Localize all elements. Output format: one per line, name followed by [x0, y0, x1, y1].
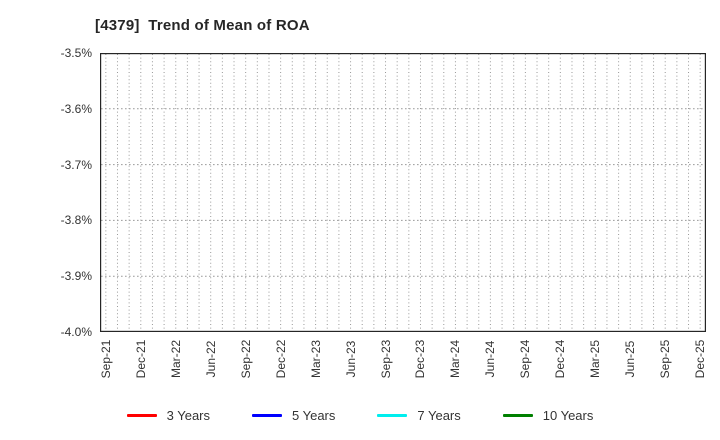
legend: 3 Years 5 Years 7 Years 10 Years [0, 403, 720, 427]
legend-line-swatch [126, 413, 157, 417]
legend-label: 7 Years [417, 407, 461, 423]
legend-label: 3 Years [166, 407, 210, 423]
y-tick-label: -3.6% [60, 101, 92, 116]
chart-title: [4379] Trend of Mean of ROA [95, 17, 310, 34]
legend-label: 5 Years [292, 407, 336, 423]
y-tick-label: -3.7% [60, 157, 92, 172]
legend-label: 10 Years [542, 407, 594, 423]
plot-area [100, 53, 706, 332]
legend-line-swatch [502, 413, 533, 417]
y-tick-label: -3.5% [60, 46, 92, 60]
legend-item-10-years: 10 Years [502, 407, 594, 423]
legend-line-swatch [377, 413, 408, 417]
y-tick-label: -3.8% [60, 213, 92, 228]
legend-item-7-years: 7 Years [377, 407, 461, 423]
legend-item-5-years: 5 Years [252, 408, 335, 423]
legend-item-3-years: 3 Years [126, 407, 210, 423]
y-tick-label: -4.0% [60, 325, 92, 339]
y-tick-label: -3.9% [60, 269, 92, 284]
legend-line-swatch [252, 413, 282, 417]
